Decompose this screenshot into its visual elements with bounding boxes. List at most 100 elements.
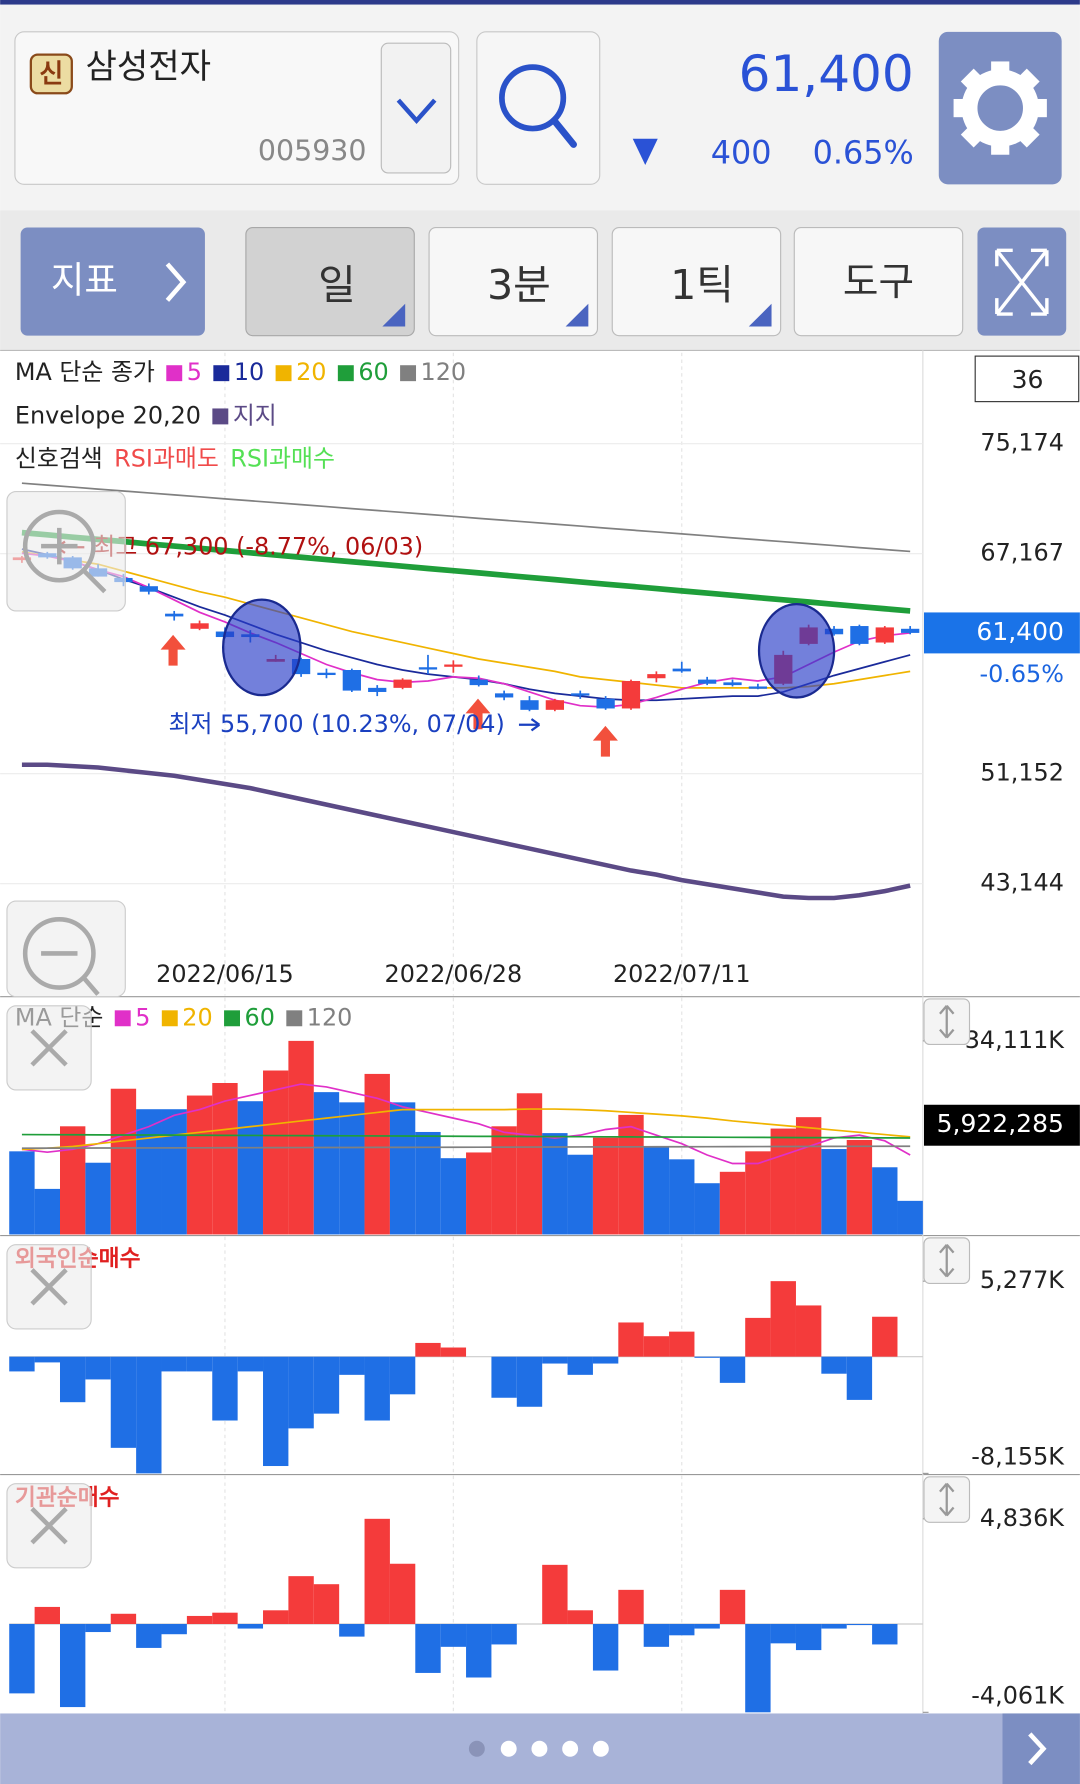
close-icon [30,1507,68,1545]
candle-body [368,687,387,692]
y-tick-label: -8,155K [971,1442,1065,1470]
stock-code: 005930 [258,134,367,167]
bar [288,1356,314,1429]
close-button[interactable] [6,1244,92,1330]
bar [415,1342,441,1357]
bar [85,1162,111,1235]
bar [516,1356,543,1407]
dropdown-button[interactable] [380,42,452,174]
candle-body [850,626,869,644]
bar [719,1171,746,1235]
legend-swatch [400,365,417,382]
x-tick-label: 2022/06/28 [385,960,523,988]
close-button[interactable] [6,1483,92,1569]
candle-body [545,700,565,710]
legend-entry: 5 [187,358,202,386]
bar [618,1589,644,1624]
settings-button[interactable] [938,31,1062,185]
bar [618,1114,644,1235]
zoom-out-button[interactable] [6,900,126,998]
bar [34,1188,60,1235]
bar [542,1564,568,1624]
bar [846,1139,873,1235]
bar [795,1623,822,1651]
bar [491,1623,517,1645]
stock-box[interactable] [14,31,460,185]
page-dot[interactable] [562,1740,579,1757]
bar [313,1092,340,1235]
close-button[interactable] [6,1005,92,1091]
bar [389,1102,416,1235]
count: 36 [1012,365,1044,394]
x-tick-label: 2022/07/11 [613,960,751,988]
candle-body [647,674,666,679]
candle-body [672,668,691,672]
ma-line [21,762,911,901]
legend-swatch [166,365,183,382]
bar [415,1131,441,1235]
search-button[interactable] [476,31,601,185]
change: 400 [711,134,772,172]
candle-body [444,664,463,667]
status-strip [0,0,1080,5]
candle-body [317,672,336,676]
count-box[interactable] [974,355,1080,403]
bar [288,1576,314,1624]
bar [9,1151,35,1235]
bar [288,1040,314,1235]
bar [34,1356,60,1363]
bar [770,1281,796,1357]
bar [339,1102,365,1235]
low-annotation: 최저 55,700 (10.23%, 07/04) [169,710,505,738]
bar [110,1356,137,1448]
candle-body [520,700,539,710]
dropdown-icon [396,98,437,125]
bar [212,1082,238,1235]
bar [821,1356,847,1374]
page-dot[interactable] [500,1740,517,1757]
bar [110,1088,137,1235]
signal-label: 신호검색 [15,445,103,473]
bar [618,1322,644,1357]
bar [669,1331,695,1357]
bar [186,1356,213,1372]
ma-line [21,1083,911,1165]
page-dot[interactable] [531,1740,548,1757]
bar [795,1117,822,1235]
resize-icon [939,1482,955,1517]
period-button[interactable] [428,226,599,337]
current-label: 5,922,285 [937,1109,1064,1138]
bar [592,1623,619,1671]
gear-ring [961,69,1039,147]
bar [821,1149,847,1235]
bar [263,1610,289,1624]
legend-entry: 20 [182,1003,212,1031]
bar [567,1610,593,1624]
bar [745,1151,771,1235]
bar [643,1623,670,1647]
period-label: 3분 [487,261,551,309]
bar [466,1152,492,1235]
zoom-out-bg[interactable] [6,900,126,998]
bar [669,1159,695,1235]
bar [542,1133,568,1235]
indicator-button[interactable] [20,227,205,336]
period-button[interactable] [611,226,782,337]
tool-button[interactable] [793,226,964,337]
stock-selector[interactable]: 신 삼성전자 005930 [14,31,460,185]
bar [212,1612,238,1624]
expand-icon [995,248,1049,316]
candle-body [469,679,488,686]
bar [694,1623,720,1629]
current-label: 61,400 [976,617,1064,646]
legend-swatch [212,408,229,425]
zoom-in-button[interactable] [6,490,126,612]
period-button[interactable] [245,226,415,337]
search-icon-handle [550,117,577,148]
resize-buttons [923,998,971,1523]
page-dot[interactable] [468,1740,485,1757]
bar [745,1317,771,1357]
page-dot[interactable] [592,1740,609,1757]
resize-icon [939,1005,955,1039]
